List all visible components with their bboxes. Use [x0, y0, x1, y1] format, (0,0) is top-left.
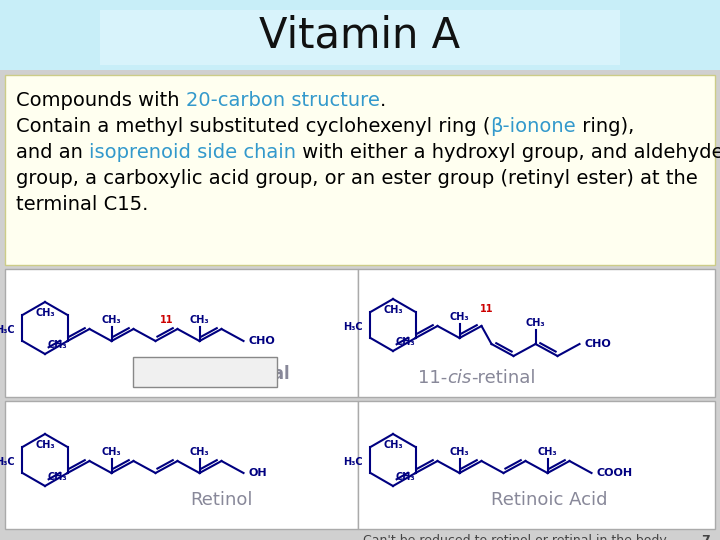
Text: ring),: ring),: [576, 117, 634, 136]
Text: 7: 7: [701, 534, 710, 540]
FancyBboxPatch shape: [5, 401, 358, 529]
Text: H₃C: H₃C: [0, 457, 14, 467]
Text: CH₃: CH₃: [189, 315, 210, 325]
FancyBboxPatch shape: [100, 10, 620, 65]
Text: cis: cis: [447, 369, 472, 387]
Text: 11: 11: [480, 304, 493, 314]
Text: and an: and an: [16, 143, 89, 162]
Text: H₃C: H₃C: [343, 322, 362, 332]
Text: CH₃: CH₃: [47, 472, 67, 482]
Text: CHO: CHO: [248, 336, 275, 346]
Text: Contain a methyl substituted cyclohexenyl ring (: Contain a methyl substituted cyclohexeny…: [16, 117, 490, 136]
Text: -retinal: -retinal: [472, 369, 536, 387]
FancyBboxPatch shape: [0, 0, 720, 70]
Text: CH₃: CH₃: [526, 318, 545, 328]
Text: 11: 11: [160, 315, 174, 325]
Text: H₃C: H₃C: [343, 457, 362, 467]
Text: CH₃: CH₃: [450, 312, 469, 322]
Text: trans: trans: [172, 365, 221, 383]
Text: 11-: 11-: [418, 369, 447, 387]
Text: Retinol: Retinol: [190, 491, 252, 509]
Text: CH₃: CH₃: [47, 340, 67, 350]
Text: CH₃: CH₃: [102, 447, 122, 457]
FancyBboxPatch shape: [5, 269, 358, 397]
Text: CH₃: CH₃: [35, 440, 55, 450]
Text: CH₃: CH₃: [35, 308, 55, 318]
FancyBboxPatch shape: [133, 357, 277, 387]
FancyBboxPatch shape: [358, 401, 715, 529]
Text: CH₃: CH₃: [395, 472, 415, 482]
Text: CH₃: CH₃: [538, 447, 557, 457]
FancyBboxPatch shape: [358, 269, 715, 397]
Text: H₃C: H₃C: [0, 325, 14, 335]
Text: COOH: COOH: [596, 468, 633, 478]
Text: group, a carboxylic acid group, or an ester group (retinyl ester) at the: group, a carboxylic acid group, or an es…: [16, 169, 698, 188]
Text: Can't be reduced to retinol or retinal in the body.: Can't be reduced to retinol or retinal i…: [363, 534, 669, 540]
Text: CH₃: CH₃: [189, 447, 210, 457]
Text: CHO: CHO: [585, 339, 611, 349]
Text: Compounds with: Compounds with: [16, 91, 186, 110]
Text: β-ionone: β-ionone: [490, 117, 576, 136]
Text: CH₃: CH₃: [102, 315, 122, 325]
Text: .: .: [379, 91, 386, 110]
Text: CH₃: CH₃: [450, 447, 469, 457]
Text: with either a hydroxyl group, and aldehyde: with either a hydroxyl group, and aldehy…: [296, 143, 720, 162]
Text: CH₃: CH₃: [383, 305, 402, 315]
FancyBboxPatch shape: [5, 75, 715, 265]
Text: 20-carbon structure: 20-carbon structure: [186, 91, 379, 110]
Text: All-: All-: [141, 365, 172, 383]
Text: Vitamin A: Vitamin A: [259, 14, 461, 56]
Text: isoprenoid side chain: isoprenoid side chain: [89, 143, 296, 162]
Text: terminal C15.: terminal C15.: [16, 195, 148, 214]
Text: CH₃: CH₃: [395, 337, 415, 347]
Text: CH₃: CH₃: [383, 440, 402, 450]
Text: Retinoic Acid: Retinoic Acid: [491, 491, 607, 509]
Text: OH: OH: [248, 468, 267, 478]
Text: -retinal: -retinal: [221, 365, 290, 383]
